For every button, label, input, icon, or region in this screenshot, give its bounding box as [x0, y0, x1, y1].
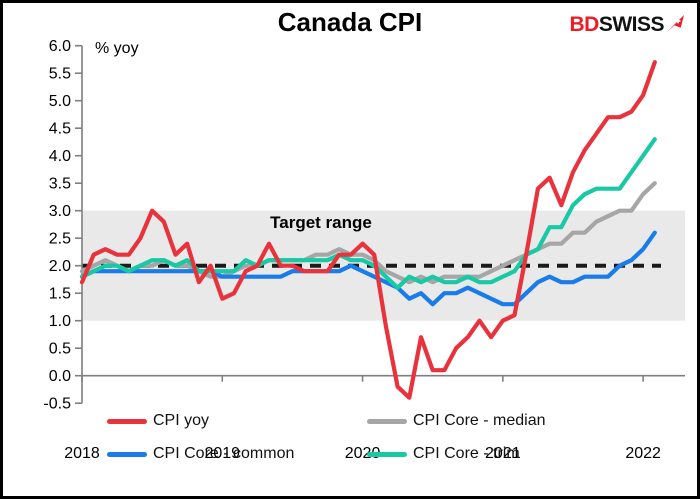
- y-tick-label: 0.0: [49, 368, 71, 385]
- series-line-cpi-core-common: [79, 230, 657, 307]
- y-tick-label: 0.5: [49, 341, 71, 358]
- y-tick-label: 4.0: [49, 148, 71, 165]
- y-tick-label: 4.5: [49, 121, 71, 138]
- y-tick-label: 1.5: [49, 286, 71, 303]
- y-tick-label: 3.0: [49, 203, 71, 220]
- chart-canvas: 6.0 5.5 5.0 4.5 4.0 3.5 3.0 2.5 2.0 1.5 1.0 0.5 0.0 -…: [43, 38, 685, 462]
- series-line-cpi-yoy: [79, 60, 657, 400]
- legend-item-cpi-core-common: CPI Core - common: [107, 444, 294, 464]
- x-tick-label: 2019: [204, 445, 240, 462]
- brand-logo-bd: BD: [569, 13, 599, 36]
- legend-swatch-cpi-core-median: [367, 418, 407, 424]
- legend-swatch-cpi-core-trim: [367, 451, 407, 457]
- brand-logo: BD SWISS: [569, 13, 685, 37]
- swiss-arrow-icon: [666, 14, 685, 32]
- legend-item-cpi-core-median: CPI Core - median: [367, 411, 546, 431]
- page-title: Canada CPI: [277, 7, 423, 37]
- x-tick-label: 2021: [485, 445, 521, 462]
- series-line-cpi-core-trim: [79, 137, 657, 290]
- legend-swatch-cpi-yoy: [107, 418, 147, 424]
- x-tick-label: 2022: [625, 445, 661, 462]
- y-tick-label: 5.5: [49, 66, 71, 83]
- y-tick-label: -0.5: [43, 396, 71, 413]
- y-tick-label: 6.0: [49, 38, 71, 55]
- legend-label: CPI Core - trim: [413, 445, 520, 462]
- y-axis-unit-label: % yoy: [95, 40, 139, 57]
- brand-logo-swiss: SWISS: [598, 13, 665, 36]
- chart-area: 6.0 5.5 5.0 4.5 4.0 3.5 3.0 2.5 2.0 1.5 1.0 0.5 0.0 -…: [3, 31, 697, 468]
- x-tick-label: 2020: [345, 445, 381, 462]
- legend-label: CPI Core - median: [413, 412, 546, 429]
- legend-item-cpi-core-trim: CPI Core - trim: [367, 444, 520, 464]
- target-range-annotation: Target range: [270, 213, 372, 232]
- y-tick-label: 2.0: [49, 258, 71, 275]
- legend-swatch-cpi-core-common: [107, 451, 147, 457]
- y-tick-label: 2.5: [49, 231, 71, 248]
- legend-label: CPI yoy: [153, 412, 210, 429]
- legend-item-cpi-yoy: CPI yoy: [107, 411, 209, 431]
- y-tick-label: 5.0: [49, 93, 71, 110]
- y-tick-label: 1.0: [49, 313, 71, 330]
- y-tick-label: 3.5: [49, 176, 71, 193]
- x-tick-label: 2018: [64, 445, 100, 462]
- legend-label: CPI Core - common: [153, 445, 295, 462]
